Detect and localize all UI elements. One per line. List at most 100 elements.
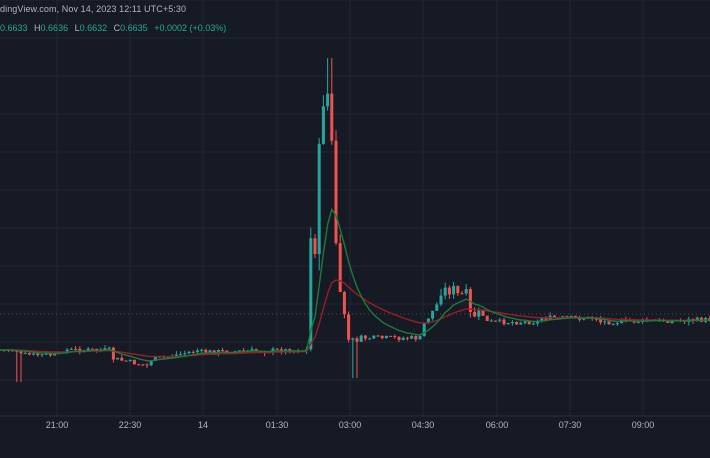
candle-up: [536, 321, 540, 324]
candle-down: [485, 315, 489, 321]
candle-down: [90, 348, 94, 350]
candle-down: [376, 335, 380, 337]
low-value: 0.6632: [79, 23, 108, 33]
candle-down: [124, 360, 128, 362]
candle-up: [401, 337, 405, 340]
open-value: 0.6633: [0, 23, 28, 33]
candle-up: [477, 310, 481, 317]
candle-up: [439, 295, 443, 305]
candle-down: [544, 318, 548, 320]
candle-up: [237, 350, 241, 352]
candle-up: [410, 336, 414, 339]
candle-down: [502, 319, 506, 325]
candle-up: [519, 322, 523, 325]
moving-average-slow: [0, 279, 710, 358]
candle-down: [36, 353, 40, 356]
candle-down: [460, 293, 464, 295]
candle-up: [86, 348, 90, 351]
candle-down: [355, 338, 359, 342]
candle-down: [19, 350, 23, 354]
candle-up: [695, 317, 699, 322]
candle-down: [515, 322, 519, 325]
candle-up: [200, 349, 204, 351]
candle-down: [456, 286, 460, 294]
candle-down: [414, 336, 418, 340]
candle-up: [317, 143, 321, 254]
candle-down: [599, 319, 603, 323]
time-axis: 21:00 22:30 14 01:30 03:00 04:30 06:00 07:30 09:…: [46, 420, 655, 430]
time-tick-label: 22:30: [119, 420, 142, 430]
candle-up: [498, 319, 502, 321]
candle-down: [338, 243, 342, 293]
candle-down: [632, 321, 636, 323]
candle-up: [187, 351, 191, 354]
candle-down: [666, 321, 670, 324]
candle-up: [464, 289, 468, 294]
change-value: +0.0002 (+0.03%): [154, 23, 227, 33]
candle-down: [481, 310, 485, 316]
candle-down: [191, 351, 195, 353]
candle-down: [565, 316, 569, 318]
candles: [0, 58, 710, 382]
time-tick-label: 03:00: [339, 420, 362, 430]
candle-up: [53, 353, 57, 356]
candle-up: [418, 336, 422, 340]
candle-up: [582, 318, 586, 320]
candle-down: [347, 314, 351, 340]
candle-down: [363, 335, 367, 339]
candle-up: [372, 335, 376, 339]
candle-down: [552, 315, 556, 318]
candle-down: [330, 93, 334, 141]
candle-down: [527, 321, 531, 325]
candle-up: [603, 321, 607, 323]
bottom-toolbar: [0, 436, 710, 458]
candle-up: [326, 93, 330, 107]
candle-down: [380, 335, 384, 339]
candle-up: [208, 350, 212, 353]
candle-up: [368, 338, 372, 340]
candle-up: [351, 338, 355, 340]
candle-down: [242, 350, 246, 352]
candle-up: [23, 353, 27, 355]
candle-up: [569, 315, 573, 318]
candle-up: [195, 350, 199, 353]
candle-up: [116, 357, 120, 360]
candle-down: [111, 347, 115, 360]
candle-up: [611, 324, 615, 326]
candle-down: [120, 357, 124, 361]
candle-up: [321, 106, 325, 144]
candle-up: [636, 322, 640, 324]
candle-up: [359, 335, 363, 342]
time-tick-label: 14: [198, 420, 208, 430]
candle-down: [573, 315, 577, 318]
candle-down: [204, 349, 208, 353]
candle-down: [95, 348, 99, 351]
candle-up: [452, 286, 456, 295]
time-tick-label: 21:00: [46, 420, 69, 430]
candle-up: [183, 353, 187, 355]
candle-up: [128, 359, 132, 362]
candle-up: [44, 353, 48, 355]
candle-up: [561, 316, 565, 318]
close-value: 0.6635: [120, 23, 148, 33]
candle-up: [615, 323, 619, 325]
candle-up: [431, 310, 435, 319]
moving-average-fast: [0, 207, 710, 362]
candle-down: [275, 348, 279, 350]
candle-down: [27, 353, 31, 355]
candle-down: [447, 287, 451, 295]
source-label: dingView.com, Nov 14, 2023 12:11 UTC+5:3…: [0, 4, 187, 14]
candle-down: [11, 350, 15, 352]
candle-up: [32, 353, 36, 355]
candle-up: [103, 348, 107, 350]
candle-up: [510, 322, 514, 324]
candle-down: [254, 349, 258, 352]
candle-down: [137, 364, 141, 366]
ohlc-legend: 0.6633 H0.6636 L0.6632 C0.6635 +0.0002 (…: [0, 23, 226, 33]
candle-down: [132, 359, 136, 365]
candle-down: [494, 320, 498, 322]
candle-up: [426, 318, 430, 324]
candle-up: [250, 349, 254, 351]
